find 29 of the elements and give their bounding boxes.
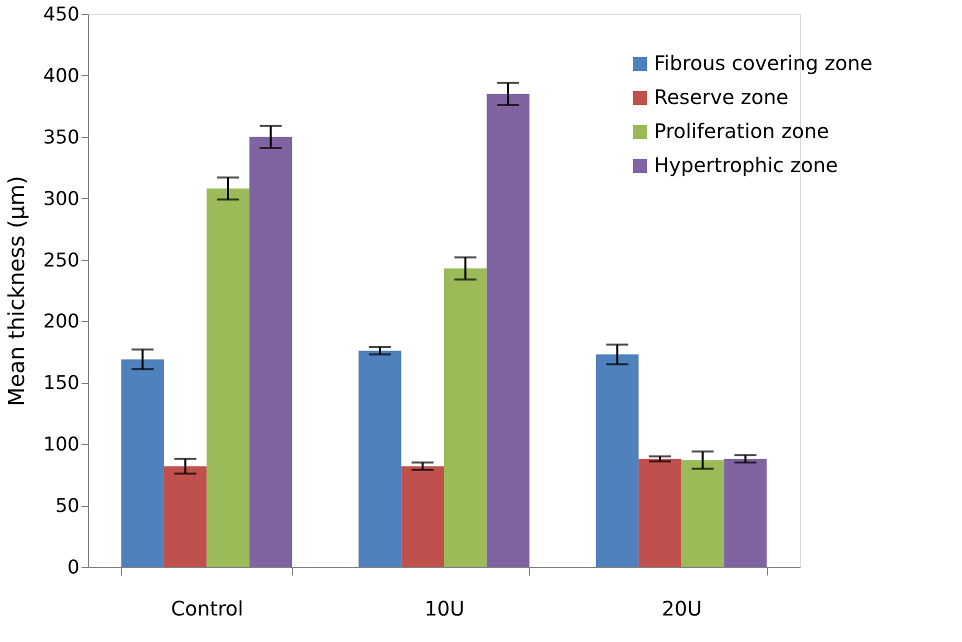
y-tick-label: 450: [43, 4, 80, 26]
bar: [596, 354, 639, 567]
bar: [164, 466, 207, 567]
y-tick-label: 350: [43, 126, 80, 148]
y-tick-label: 250: [43, 249, 80, 272]
legend-label: Hypertrophic zone: [654, 153, 838, 177]
bar: [486, 94, 530, 567]
y-tick-label: 400: [43, 64, 80, 87]
x-tick-label: 10U: [424, 596, 465, 620]
x-tick-label: 20U: [662, 596, 702, 620]
bar: [249, 136, 292, 567]
legend-label: Proliferation zone: [654, 119, 830, 143]
bar: [444, 268, 487, 567]
y-tick-label: 50: [55, 495, 80, 518]
y-tick-label: 100: [43, 434, 80, 456]
bar: [206, 188, 250, 567]
bar: [121, 359, 164, 567]
bar: [358, 350, 402, 567]
bar: [401, 466, 444, 567]
y-tick-label: 150: [43, 372, 80, 394]
y-tick-label: 0: [67, 556, 80, 578]
legend-label: Fibrous covering zone: [654, 51, 872, 75]
legend-label: Reserve zone: [654, 85, 788, 109]
y-tick-label: 200: [43, 310, 80, 333]
y-tick-label: 300: [43, 188, 80, 210]
x-tick-label: Control: [171, 596, 244, 620]
bar: [681, 460, 724, 567]
bar: [724, 458, 767, 567]
y-axis-title: Mean thickness (μm): [5, 176, 30, 406]
